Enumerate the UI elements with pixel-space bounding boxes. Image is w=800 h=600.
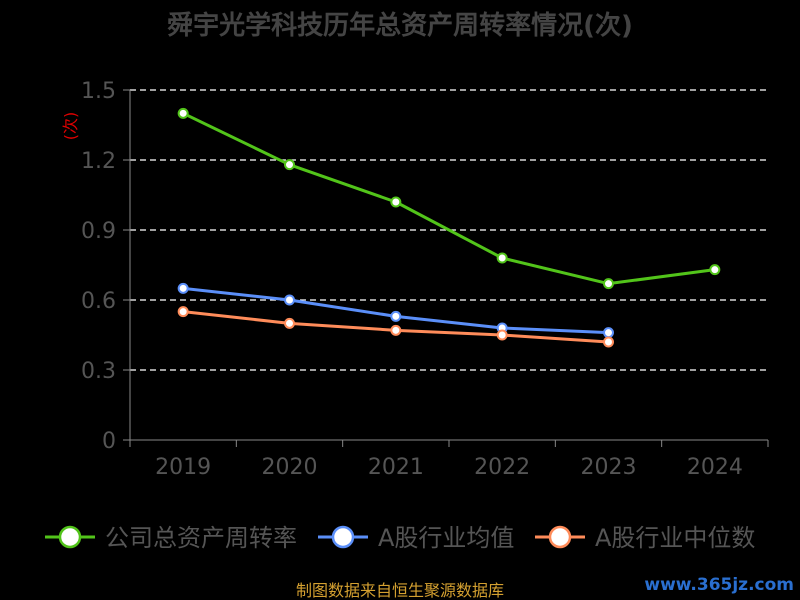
series-lines bbox=[177, 107, 721, 348]
x-tick-label: 2022 bbox=[474, 455, 530, 480]
data-point bbox=[603, 327, 614, 339]
watermark: www.365jz.com bbox=[644, 575, 794, 595]
data-point bbox=[284, 317, 295, 329]
y-tick-label: 1.5 bbox=[81, 79, 116, 104]
chart-title: 舜宇光学科技历年总资产周转率情况(次) bbox=[167, 10, 633, 41]
y-tick-label: 0.9 bbox=[81, 219, 116, 244]
source-note: 制图数据来自恒生聚源数据库 bbox=[296, 581, 504, 600]
data-point bbox=[177, 306, 189, 318]
legend-label: A股行业中位数 bbox=[595, 524, 755, 552]
y-tick-label: 1.2 bbox=[81, 149, 116, 174]
data-point bbox=[496, 252, 508, 264]
data-point bbox=[496, 329, 508, 341]
legend-marker bbox=[58, 525, 82, 549]
legend-item-1: 公司总资产周转率 bbox=[45, 524, 297, 552]
legend-marker bbox=[331, 525, 355, 549]
data-point bbox=[177, 107, 189, 119]
x-tick-label: 2023 bbox=[581, 455, 637, 480]
legend-label: 公司总资产周转率 bbox=[105, 524, 297, 552]
data-point bbox=[177, 282, 189, 294]
data-point bbox=[603, 336, 614, 348]
series-2 bbox=[177, 282, 614, 339]
series-3 bbox=[177, 306, 614, 348]
x-tick-label: 2024 bbox=[687, 455, 743, 480]
legend-item-2: A股行业均值 bbox=[318, 524, 514, 552]
data-point bbox=[390, 310, 402, 322]
y-tick-label: 0 bbox=[102, 429, 116, 454]
legend: 公司总资产周转率 A股行业均值 A股行业中位数 bbox=[45, 524, 755, 552]
data-point bbox=[284, 294, 295, 306]
legend-label: A股行业均值 bbox=[378, 524, 514, 552]
legend-item-3: A股行业中位数 bbox=[535, 524, 755, 552]
x-tick-label: 2021 bbox=[368, 455, 424, 480]
data-point bbox=[709, 264, 721, 276]
y-tick-label: 0.3 bbox=[81, 359, 116, 384]
data-point bbox=[603, 278, 614, 290]
y-tick-label: 0.6 bbox=[81, 289, 116, 314]
series-line bbox=[182, 111, 716, 286]
x-tick-label: 2020 bbox=[262, 455, 318, 480]
legend-marker bbox=[548, 525, 572, 549]
data-point bbox=[284, 159, 295, 171]
data-point bbox=[390, 196, 402, 208]
x-tick-label: 2019 bbox=[155, 455, 211, 480]
y-axis-label: (次) bbox=[61, 112, 80, 141]
axes: 0 0.3 0.6 0.9 1.2 1.5 2019 2020 2021 2022 2023 2024 bbox=[81, 79, 769, 480]
grid-lines bbox=[130, 89, 768, 371]
series-1 bbox=[177, 107, 721, 290]
data-point bbox=[390, 324, 402, 336]
